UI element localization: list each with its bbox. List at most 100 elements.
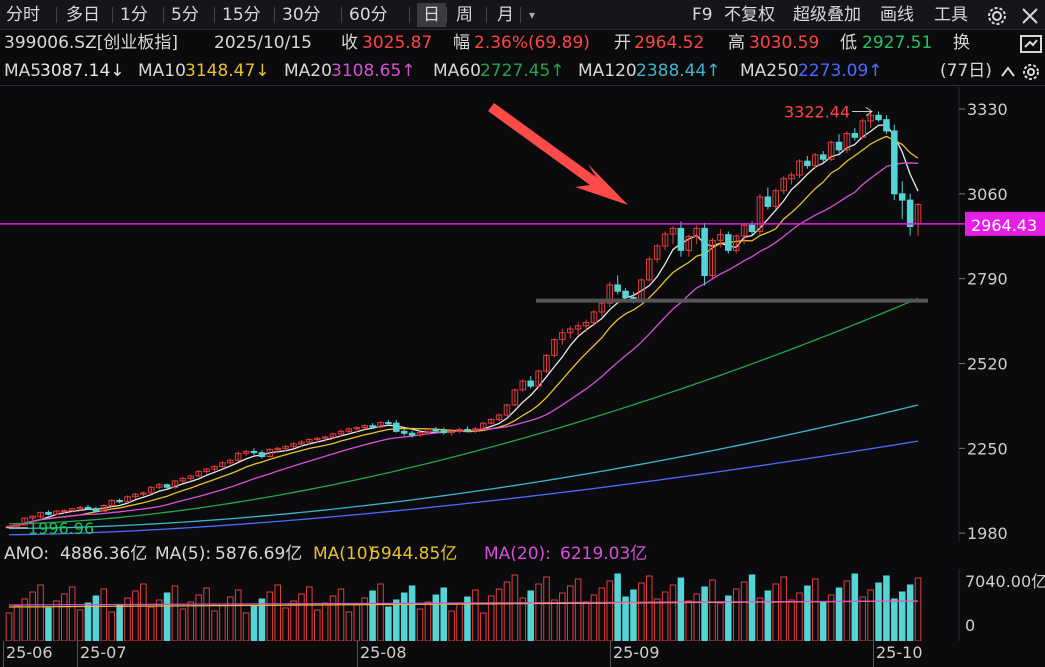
period-tab-4[interactable]: 15分	[222, 5, 261, 25]
gear-icon[interactable]	[986, 5, 1008, 27]
low-value: 2927.51	[862, 33, 933, 53]
volume-bar	[5, 612, 13, 641]
candle-body	[669, 227, 677, 235]
volume-bar	[400, 592, 408, 641]
volume-bar	[693, 593, 700, 641]
ma10-line	[8, 135, 919, 527]
ma-label-2: MA20	[284, 61, 332, 81]
x-tick-mark	[77, 641, 78, 667]
volume-bar	[622, 596, 629, 641]
volume-bar	[424, 601, 432, 641]
period-tab-1[interactable]: 多日	[66, 5, 100, 25]
period-tab-6[interactable]: 60分	[349, 5, 388, 25]
volume-bar	[432, 594, 440, 641]
volume-bar	[45, 607, 52, 641]
candle-body	[487, 418, 495, 424]
panel-icon[interactable]	[1020, 35, 1042, 53]
high-value: 3030.59	[749, 33, 820, 53]
period-tab-8[interactable]: 周	[456, 5, 473, 25]
candle-body	[788, 174, 795, 180]
volume-bar	[440, 587, 448, 641]
period-tab-3[interactable]: 5分	[171, 5, 199, 25]
y-tick-label: 2790	[967, 270, 1008, 289]
candle-body	[242, 450, 250, 454]
candle-body	[361, 425, 368, 429]
volume-bar	[630, 589, 637, 641]
candle-body	[227, 459, 234, 464]
candle-body	[582, 322, 590, 327]
candle-body	[448, 430, 455, 434]
candle-body	[543, 354, 550, 372]
candle-body	[622, 290, 629, 299]
draw-line-button[interactable]: 画线	[880, 5, 914, 25]
volume-bar	[211, 610, 218, 641]
candle-body	[574, 325, 582, 330]
candle-body	[843, 132, 851, 151]
volume-bar	[155, 599, 163, 641]
volume-bar	[590, 594, 598, 641]
candle-body	[337, 430, 345, 435]
x-tick-label: 25-09	[613, 643, 660, 662]
candle-body	[408, 432, 416, 436]
up-arrow-icon[interactable]	[1000, 64, 1016, 80]
close-icon[interactable]	[1020, 6, 1040, 26]
candle-body	[511, 389, 519, 406]
candle-body	[21, 517, 29, 526]
period-tab-5[interactable]: 30分	[282, 5, 321, 25]
price-chart[interactable]: 3330 3060 2790 2520 2250 1980 2964.43 3322.44 19…	[0, 87, 1045, 541]
volume-bar	[495, 588, 503, 641]
volume-bar	[313, 609, 321, 641]
candle-body	[163, 484, 171, 488]
turnover-label: 换	[953, 33, 970, 53]
volume-bar	[282, 607, 289, 641]
candle-body	[140, 492, 147, 495]
candle-body	[377, 422, 384, 428]
volume-bar	[796, 592, 803, 641]
period-tab-0[interactable]: 分时	[6, 5, 40, 25]
x-tick-mark	[3, 641, 4, 667]
change-label: 幅	[453, 33, 470, 53]
x-tick-mark	[357, 641, 358, 667]
candle-body	[37, 511, 44, 518]
f9-button[interactable]: F9	[692, 5, 713, 25]
candle-body	[867, 114, 874, 122]
volume-bar	[748, 574, 756, 641]
volume-bar	[298, 593, 305, 641]
candle-body	[732, 235, 740, 251]
volume-bar	[835, 587, 843, 641]
volume-bar	[132, 590, 139, 641]
period-tab-9[interactable]: 月	[497, 5, 514, 25]
y-tick-label: 3060	[967, 185, 1008, 204]
high-price-label: 3322.44	[784, 103, 850, 122]
settings-icon[interactable]	[1022, 63, 1040, 81]
period-tab-2[interactable]: 1分	[120, 5, 148, 25]
candle-body	[559, 332, 566, 341]
candle-body	[282, 445, 289, 449]
candle-body	[835, 141, 843, 151]
no-adjust-button[interactable]: 不复权	[724, 5, 775, 25]
candle-body	[709, 239, 716, 277]
vol-ma10-label: MA(10):	[313, 544, 380, 564]
ma-label-0: MA5	[4, 61, 42, 81]
volume-bar	[377, 583, 384, 641]
days-count[interactable]: (77日)	[940, 61, 992, 81]
candle-body	[353, 427, 361, 430]
open-value: 2964.52	[634, 33, 705, 53]
candle-body	[100, 504, 108, 512]
ma-label-5: MA250	[740, 61, 799, 81]
tools-button[interactable]: 工具	[934, 5, 968, 25]
volume-bar	[171, 585, 179, 641]
candle-body	[764, 196, 772, 207]
volume-bar	[187, 601, 195, 641]
candle-body	[598, 302, 606, 313]
period-tab-7[interactable]: 日	[417, 3, 446, 27]
volume-bar	[37, 584, 44, 641]
super-overlay-button[interactable]: 超级叠加	[793, 5, 861, 25]
volume-bar	[408, 585, 416, 641]
period-dropdown-icon[interactable]: ▾	[529, 8, 536, 22]
candle-body	[424, 428, 432, 434]
toolbar-separator	[163, 7, 164, 23]
volume-bar	[812, 578, 819, 641]
volume-chart[interactable]: 7040.00亿 0	[0, 569, 1045, 641]
volume-bar	[290, 600, 297, 641]
